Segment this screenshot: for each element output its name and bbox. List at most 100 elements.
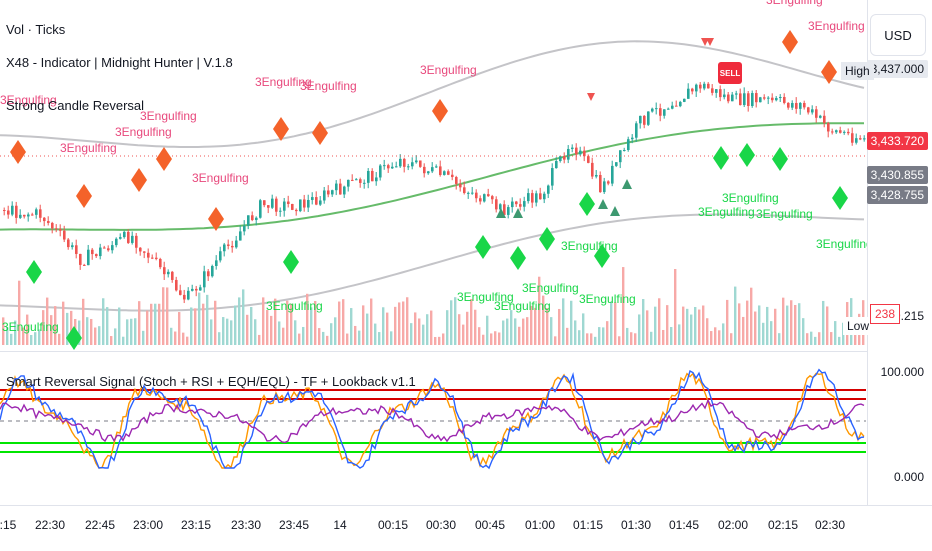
candle-body — [587, 156, 590, 163]
low-count-badge: 238 — [870, 304, 901, 324]
volume-bar — [226, 318, 229, 345]
bollinger-bands — [0, 40, 865, 312]
candle-body — [467, 192, 470, 194]
bear-diamond — [156, 147, 172, 171]
candle-body — [411, 162, 414, 167]
bull-signal-label: 3Engulfing — [816, 237, 873, 251]
bear-diamond — [10, 140, 26, 164]
candle-body — [203, 271, 206, 288]
candle-body — [263, 200, 266, 206]
candlesticks — [3, 81, 866, 304]
volume-bar — [22, 327, 25, 345]
candle-body — [787, 102, 790, 108]
candle-body — [387, 165, 390, 169]
candle-body — [835, 130, 838, 133]
price-scale[interactable]: USD 3,437.000 3,433.720 3,430.855 3,428.… — [866, 0, 932, 505]
volume-bar — [94, 327, 97, 345]
volume-bar — [674, 269, 677, 345]
volume-bar — [358, 330, 361, 345]
volume-bar — [818, 332, 821, 345]
candle-body — [123, 231, 126, 238]
candle-body — [271, 198, 274, 208]
bull-diamond — [713, 146, 729, 170]
candle-body — [803, 102, 806, 108]
candle-body — [855, 138, 858, 143]
volume-bar — [182, 332, 185, 345]
bull-diamond — [594, 244, 610, 268]
volume-bar — [30, 334, 33, 345]
volume-bar — [170, 327, 173, 345]
candle-body — [307, 199, 310, 208]
volume-bar — [298, 333, 301, 345]
candle-body — [451, 174, 454, 178]
volume-bar — [82, 298, 85, 345]
middle-band — [0, 122, 864, 231]
volume-bar — [290, 303, 293, 345]
volume-bar — [738, 303, 741, 345]
legend-indicator-strong-candle[interactable]: Strong Candle Reversal — [6, 98, 145, 113]
volume-bar — [266, 309, 269, 345]
candle-body — [683, 98, 686, 102]
candle-body — [739, 93, 742, 106]
candle-body — [563, 156, 566, 160]
volume-bar — [650, 331, 653, 345]
candle-body — [535, 193, 538, 203]
candle-body — [39, 209, 42, 218]
legend-volume[interactable]: Vol · Ticks — [6, 22, 66, 37]
bear-diamond — [782, 30, 798, 54]
bear-signal-label: 3Engulfing — [255, 75, 312, 89]
volume-bar — [330, 323, 333, 345]
candle-body — [443, 171, 446, 175]
time-axis-label: 01:15 — [572, 518, 604, 532]
bear-signal-label: 3Engulfing — [192, 171, 249, 185]
volume-bar — [758, 305, 761, 345]
candle-body — [223, 244, 226, 252]
volume-bar — [542, 295, 545, 345]
volume-bar — [582, 313, 585, 345]
legend-indicator-midnight-hunter[interactable]: X48 - Indicator | Midnight Hunter | V.1.… — [6, 55, 233, 70]
volume-bar — [550, 317, 553, 345]
time-axis[interactable]: :15 22:30 22:45 23:00 23:15 23:30 23:45 14 00:15… — [0, 505, 932, 551]
volume-bar — [66, 312, 69, 345]
volume-bar — [398, 302, 401, 345]
volume-bar — [410, 323, 413, 345]
volume-bar — [678, 324, 681, 345]
volume-bar — [374, 323, 377, 345]
time-axis-label: 22:30 — [34, 518, 66, 532]
candle-body — [643, 115, 646, 125]
volume-bar — [462, 324, 465, 345]
sell-badge-label: SELL — [720, 69, 741, 78]
bull-diamond — [475, 235, 491, 259]
candle-body — [747, 93, 750, 107]
time-axis-label: 23:45 — [278, 518, 310, 532]
candle-body — [691, 88, 694, 92]
bear-diamond — [821, 60, 837, 84]
volume-bar — [694, 306, 697, 345]
volume-bar — [606, 321, 609, 345]
volume-bar — [274, 298, 277, 345]
volume-bar — [642, 299, 645, 345]
volume-bar — [802, 318, 805, 345]
upper-band — [0, 40, 865, 148]
time-axis-label: 23:00 — [132, 518, 164, 532]
volume-bar — [98, 326, 101, 345]
candle-body — [859, 138, 862, 140]
candle-body — [631, 137, 634, 140]
candle-body — [579, 150, 582, 155]
candle-body — [507, 207, 510, 215]
candle-body — [279, 210, 282, 212]
candle-body — [831, 131, 834, 133]
currency-button[interactable]: USD — [870, 14, 926, 56]
volume-bar — [386, 312, 389, 345]
bear-diamond — [432, 99, 448, 123]
sell-triangle — [706, 38, 714, 46]
legend-smart-reversal-signal[interactable]: Smart Reversal Signal (Stoch + RSI + EQH… — [6, 374, 416, 389]
volume-bar — [258, 334, 261, 345]
bull-diamond — [66, 326, 82, 350]
bull-signal-label: 3Engulfing — [266, 299, 323, 313]
candle-body — [823, 115, 826, 124]
pane-separator[interactable] — [0, 351, 932, 352]
bull-diamond — [772, 147, 788, 171]
candle-body — [651, 108, 654, 112]
